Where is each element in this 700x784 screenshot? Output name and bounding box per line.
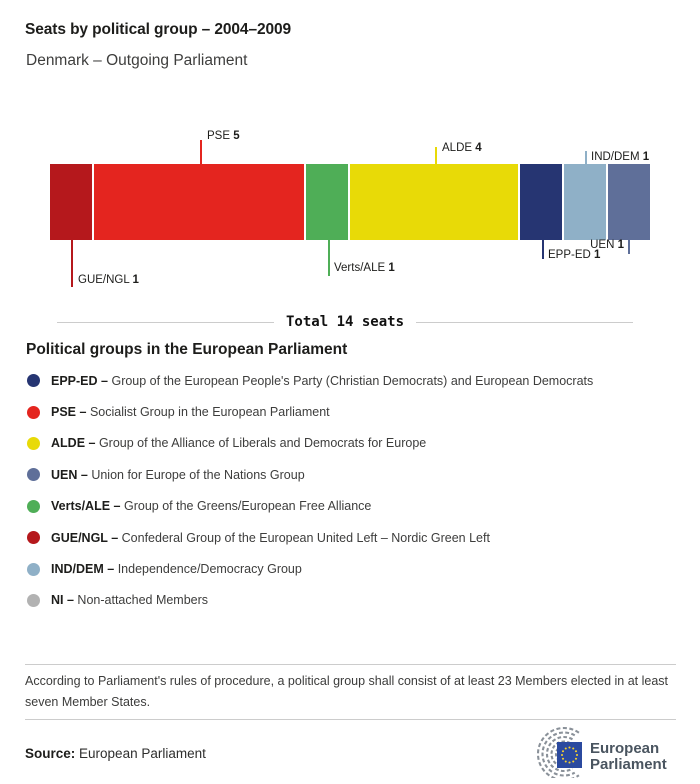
- page-subtitle: Denmark – Outgoing Parliament: [26, 52, 248, 69]
- footnote-text: According to Parliament's rules of proce…: [25, 674, 668, 709]
- legend-abbr: PSE –: [51, 405, 87, 420]
- legend-desc: Socialist Group in the European Parliame…: [89, 405, 330, 420]
- eu-flag-icon: [557, 742, 582, 768]
- legend-desc: Group of the Greens/European Free Allian…: [123, 499, 372, 514]
- legend-item-epp-ed: EPP-ED – Group of the European People's …: [25, 365, 680, 396]
- logo-text-line2: Parliament: [590, 756, 667, 773]
- callout-epp-ed-name: EPP-ED: [548, 249, 591, 261]
- bar-segment-epp-ed: [520, 164, 564, 240]
- page-title: Seats by political group – 2004–2009: [25, 21, 292, 38]
- callout-label-ind-dem: IND/DEM 1: [591, 150, 649, 164]
- legend-dot-epp-ed: [27, 374, 40, 388]
- legend-desc: Union for Europe of the Nations Group: [91, 467, 305, 482]
- callout-uen-value: 1: [617, 239, 624, 251]
- source-value: European Parliament: [79, 746, 206, 761]
- legend-item-verts-ale: Verts/ALE – Group of the Greens/European…: [25, 491, 680, 522]
- legend-dot-gue-ngl: [27, 531, 40, 545]
- legend-item-uen: UEN – Union for Europe of the Nations Gr…: [25, 459, 680, 490]
- legend-abbr: Verts/ALE –: [51, 499, 121, 514]
- legend-dot-ni: [27, 593, 40, 607]
- legend-heading: Political groups in the European Parliam…: [26, 341, 348, 358]
- legend-dot-uen: [27, 468, 40, 482]
- footnote-divider-top: [25, 664, 676, 665]
- callout-epp-ed-value: 1: [594, 249, 601, 261]
- total-rule-left: [57, 321, 274, 323]
- callout-label-uen: UEN 1: [590, 238, 624, 252]
- legend-item-pse: PSE – Socialist Group in the European Pa…: [25, 396, 680, 427]
- callout-tick-alde: [435, 147, 437, 164]
- legend-abbr: IND/DEM –: [51, 562, 115, 577]
- callout-label-verts-ale: Verts/ALE 1: [334, 261, 395, 275]
- callout-tick-pse: [200, 140, 202, 164]
- legend-abbr: EPP-ED –: [51, 373, 108, 388]
- callout-label-alde: ALDE 4: [442, 141, 482, 155]
- callout-gue-ngl-name: GUE/NGL: [78, 274, 130, 286]
- legend-item-alde: ALDE – Group of the Alliance of Liberals…: [25, 428, 680, 459]
- callout-ind-dem-name: IND/DEM: [591, 151, 640, 163]
- callout-tick-epp-ed: [542, 240, 544, 259]
- bar-segment-verts-ale: [306, 164, 350, 240]
- legend-dot-pse: [27, 405, 40, 419]
- callout-alde-name: ALDE: [442, 142, 473, 154]
- bar-segment-ind-dem: [564, 164, 608, 240]
- callout-verts-ale-value: 1: [388, 262, 395, 274]
- legend-list: EPP-ED – Group of the European People's …: [25, 365, 680, 616]
- total-seats-row: Total 14 seats: [57, 312, 634, 332]
- bar-segment-gue-ngl: [50, 164, 94, 240]
- callout-label-gue-ngl: GUE/NGL 1: [78, 273, 139, 287]
- legend-desc: Confederal Group of the European United …: [121, 530, 490, 545]
- callout-pse-value: 5: [233, 130, 240, 142]
- callout-tick-uen: [628, 240, 630, 254]
- legend-desc: Group of the Alliance of Liberals and De…: [98, 436, 427, 451]
- legend-abbr: NI –: [51, 593, 74, 608]
- callout-pse-name: PSE: [207, 130, 231, 142]
- callout-tick-verts-ale: [328, 240, 330, 276]
- callout-label-epp-ed: EPP-ED 1: [548, 248, 600, 262]
- callout-verts-ale-name: Verts/ALE: [334, 262, 386, 274]
- legend-desc: Non-attached Members: [77, 593, 209, 608]
- legend-abbr: ALDE –: [51, 436, 96, 451]
- seats-stacked-bar: [50, 164, 650, 240]
- source-label: Source:: [25, 746, 76, 761]
- legend-abbr: GUE/NGL –: [51, 530, 119, 545]
- legend-dot-verts-ale: [27, 499, 40, 513]
- bar-segment-uen: [608, 164, 650, 240]
- callout-gue-ngl-value: 1: [132, 274, 139, 286]
- legend-desc: Independence/Democracy Group: [117, 562, 302, 577]
- legend-item-ind-dem: IND/DEM – Independence/Democracy Group: [25, 553, 680, 584]
- bar-segment-alde: [350, 164, 520, 240]
- total-seats-label: Total 14 seats: [286, 314, 405, 330]
- logo-text-line1: European: [590, 740, 659, 757]
- legend-abbr: UEN –: [51, 467, 88, 482]
- european-parliament-logo: European Parliament: [537, 726, 667, 778]
- bar-segment-pse: [94, 164, 306, 240]
- legend-dot-ind-dem: [27, 562, 40, 576]
- legend-item-ni: NI – Non-attached Members: [25, 585, 680, 616]
- callout-uen-name: UEN: [590, 239, 615, 251]
- callout-tick-gue-ngl: [71, 240, 73, 287]
- total-rule-right: [416, 321, 634, 323]
- callout-alde-value: 4: [475, 142, 482, 154]
- source-line: Source: European Parliament: [25, 746, 206, 761]
- footnote-divider-bottom: [25, 719, 676, 720]
- legend-dot-alde: [27, 436, 40, 450]
- callout-label-pse: PSE 5: [207, 129, 240, 143]
- legend-item-gue-ngl: GUE/NGL – Confederal Group of the Europe…: [25, 522, 680, 553]
- legend-desc: Group of the European People's Party (Ch…: [111, 373, 594, 388]
- callout-ind-dem-value: 1: [642, 151, 650, 163]
- callout-tick-ind-dem: [585, 151, 587, 164]
